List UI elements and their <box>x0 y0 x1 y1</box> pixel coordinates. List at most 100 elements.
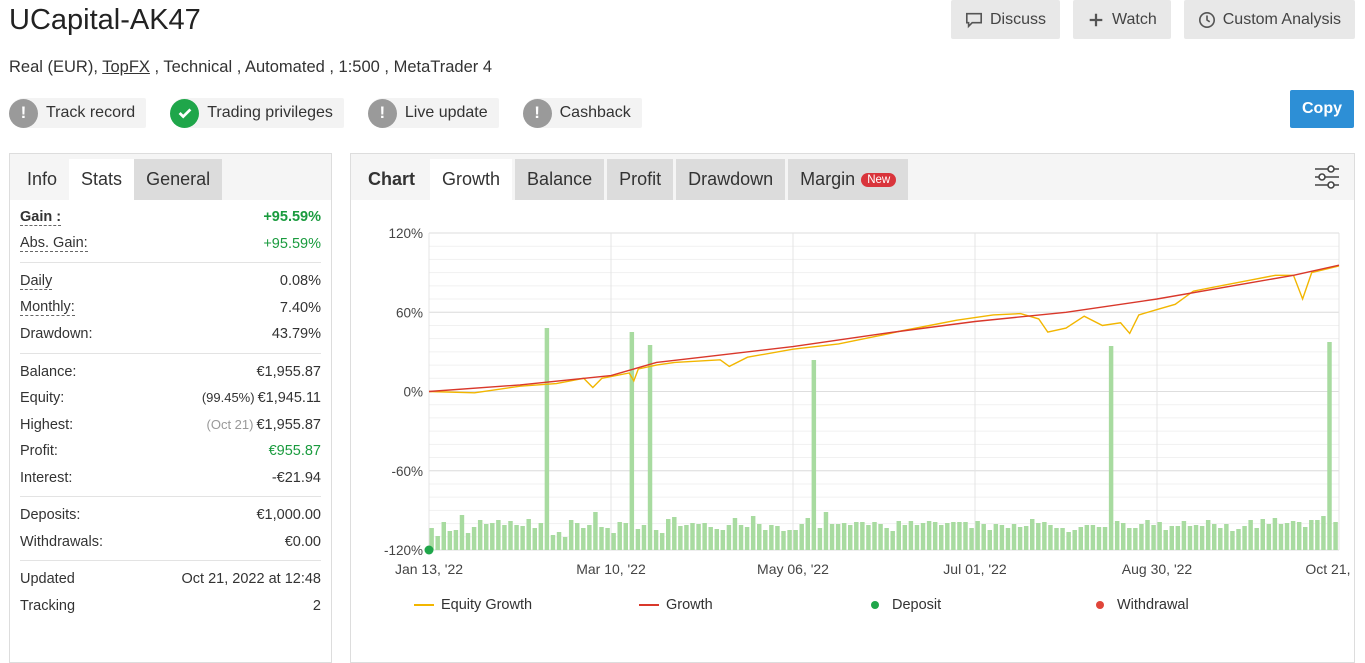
stat-value: €1,000.00 <box>256 507 321 524</box>
volume-bar <box>1254 528 1259 550</box>
volume-bar <box>605 528 610 550</box>
tab-margin[interactable]: Margin New <box>788 159 909 200</box>
chart-settings-icon[interactable] <box>1314 164 1340 190</box>
volume-bar <box>1084 525 1090 550</box>
volume-bar <box>1327 342 1332 550</box>
stat-value: €1,955.87 <box>256 416 321 433</box>
volume-bar <box>1175 526 1181 550</box>
stat-label: Equity: <box>20 390 65 407</box>
x-tick-label: Jan 13, '22 <box>395 561 463 577</box>
equity-growth-line <box>428 265 1340 394</box>
legend-deposit[interactable]: Deposit <box>871 597 941 613</box>
volume-bar <box>1133 528 1138 550</box>
tab-chart[interactable]: Chart <box>368 169 416 189</box>
volume-bar <box>1315 520 1320 550</box>
volume-bar <box>975 521 980 550</box>
tab-profit[interactable]: Profit <box>607 159 674 200</box>
stat-note: (Oct 21) <box>206 416 254 432</box>
copy-button[interactable]: Copy <box>1290 90 1354 128</box>
tab-general[interactable]: General <box>134 159 223 200</box>
volume-bar <box>599 527 604 550</box>
discuss-label: Discuss <box>989 10 1046 28</box>
volume-bar <box>1042 522 1047 550</box>
volume-bar <box>738 525 744 550</box>
volume-bar <box>945 523 950 550</box>
warning-icon: ! <box>9 98 38 128</box>
legend-growth[interactable]: Growth <box>639 597 713 613</box>
volume-bar <box>678 526 683 550</box>
stat-withdrawals: Withdrawals: €0.00 <box>20 529 321 556</box>
volume-bar <box>508 521 513 550</box>
tab-drawdown[interactable]: Drawdown <box>676 159 786 200</box>
volume-bar <box>1011 524 1017 550</box>
volume-bar <box>465 533 471 550</box>
badge-cashback[interactable]: ! Cashback <box>522 98 642 128</box>
stat-daily: Daily 0.08% <box>20 268 321 295</box>
volume-bar <box>1145 520 1150 550</box>
tab-info[interactable]: Info <box>27 169 58 189</box>
tab-growth[interactable]: Growth <box>430 159 513 200</box>
volume-bar <box>866 525 871 550</box>
volume-bar <box>854 522 859 550</box>
volume-bar <box>1236 529 1241 550</box>
stat-value: 7.40% <box>279 299 321 316</box>
stat-label[interactable]: Abs. Gain: <box>20 235 88 253</box>
tab-stats[interactable]: Stats <box>69 159 135 200</box>
stat-label[interactable]: Monthly: <box>20 299 75 317</box>
volume-bar <box>1333 522 1338 550</box>
volume-bar <box>1242 526 1247 550</box>
volume-bar <box>447 531 453 550</box>
volume-bar <box>672 517 677 550</box>
stats-panel: Info Stats General Gain : +95.59% Abs. Ga… <box>9 153 332 663</box>
volume-bar <box>1072 530 1077 550</box>
volume-bar <box>732 518 738 550</box>
badge-label: Live update <box>404 104 488 121</box>
badge-live-update[interactable]: ! Live update <box>367 98 499 128</box>
stat-label[interactable]: Daily <box>20 272 53 290</box>
stat-value: 2 <box>312 597 321 614</box>
legend-swatch <box>1096 601 1104 609</box>
badge-label: Track record <box>46 104 136 121</box>
volume-bar <box>641 525 647 550</box>
volume-bar <box>526 519 531 550</box>
stat-profit: Profit: €955.87 <box>20 438 321 465</box>
volume-bar <box>763 530 768 550</box>
volume-bar <box>1218 528 1223 550</box>
volume-bar <box>1096 527 1102 550</box>
stat-label: Updated <box>20 571 75 588</box>
legend-swatch <box>871 601 879 609</box>
volume-bar <box>1023 526 1029 550</box>
deposit-marker <box>424 545 434 555</box>
volume-bar <box>587 525 592 550</box>
stat-value: €0.00 <box>284 533 321 550</box>
badge-track-record[interactable]: ! Track record <box>9 98 147 128</box>
custom-analysis-button[interactable]: Custom Analysis <box>1183 0 1355 39</box>
x-tick-label: Mar 10, '22 <box>576 561 646 577</box>
legend-withdrawal[interactable]: Withdrawal <box>1096 597 1189 613</box>
volume-bar <box>720 530 726 550</box>
volume-bar <box>902 525 908 550</box>
watch-button[interactable]: Watch <box>1072 0 1171 39</box>
tab-balance[interactable]: Balance <box>515 159 605 200</box>
growth-chart[interactable]: 120% 60% 0% -60% -120% Jan 13, '22 Mar 10, '22… <box>351 200 1354 595</box>
volume-bar <box>429 528 434 550</box>
stat-label[interactable]: Gain : <box>20 208 62 226</box>
volume-bar <box>659 533 665 550</box>
volume-bar <box>860 522 865 550</box>
broker-link[interactable]: TopFX <box>102 58 150 76</box>
x-tick-label: Aug 30, '22 <box>1122 561 1193 577</box>
volume-bar <box>629 332 635 550</box>
badge-trading-privileges[interactable]: Trading privileges <box>170 98 344 128</box>
x-tick-label: Jul 01, '22 <box>943 561 1007 577</box>
volume-bar <box>744 527 750 550</box>
x-tick-label: May 06, '22 <box>757 561 829 577</box>
volume-bar <box>896 521 901 550</box>
stat-monthly: Monthly: 7.40% <box>20 295 321 322</box>
volume-bar <box>781 531 786 550</box>
volume-bar <box>805 518 810 550</box>
volume-bar <box>890 531 895 550</box>
discuss-button[interactable]: Discuss <box>950 0 1060 39</box>
volume-bar <box>562 537 568 550</box>
account-subtitle: Real (EUR), TopFX , Technical , Automate… <box>9 58 492 77</box>
legend-equity-growth[interactable]: Equity Growth <box>414 597 532 613</box>
